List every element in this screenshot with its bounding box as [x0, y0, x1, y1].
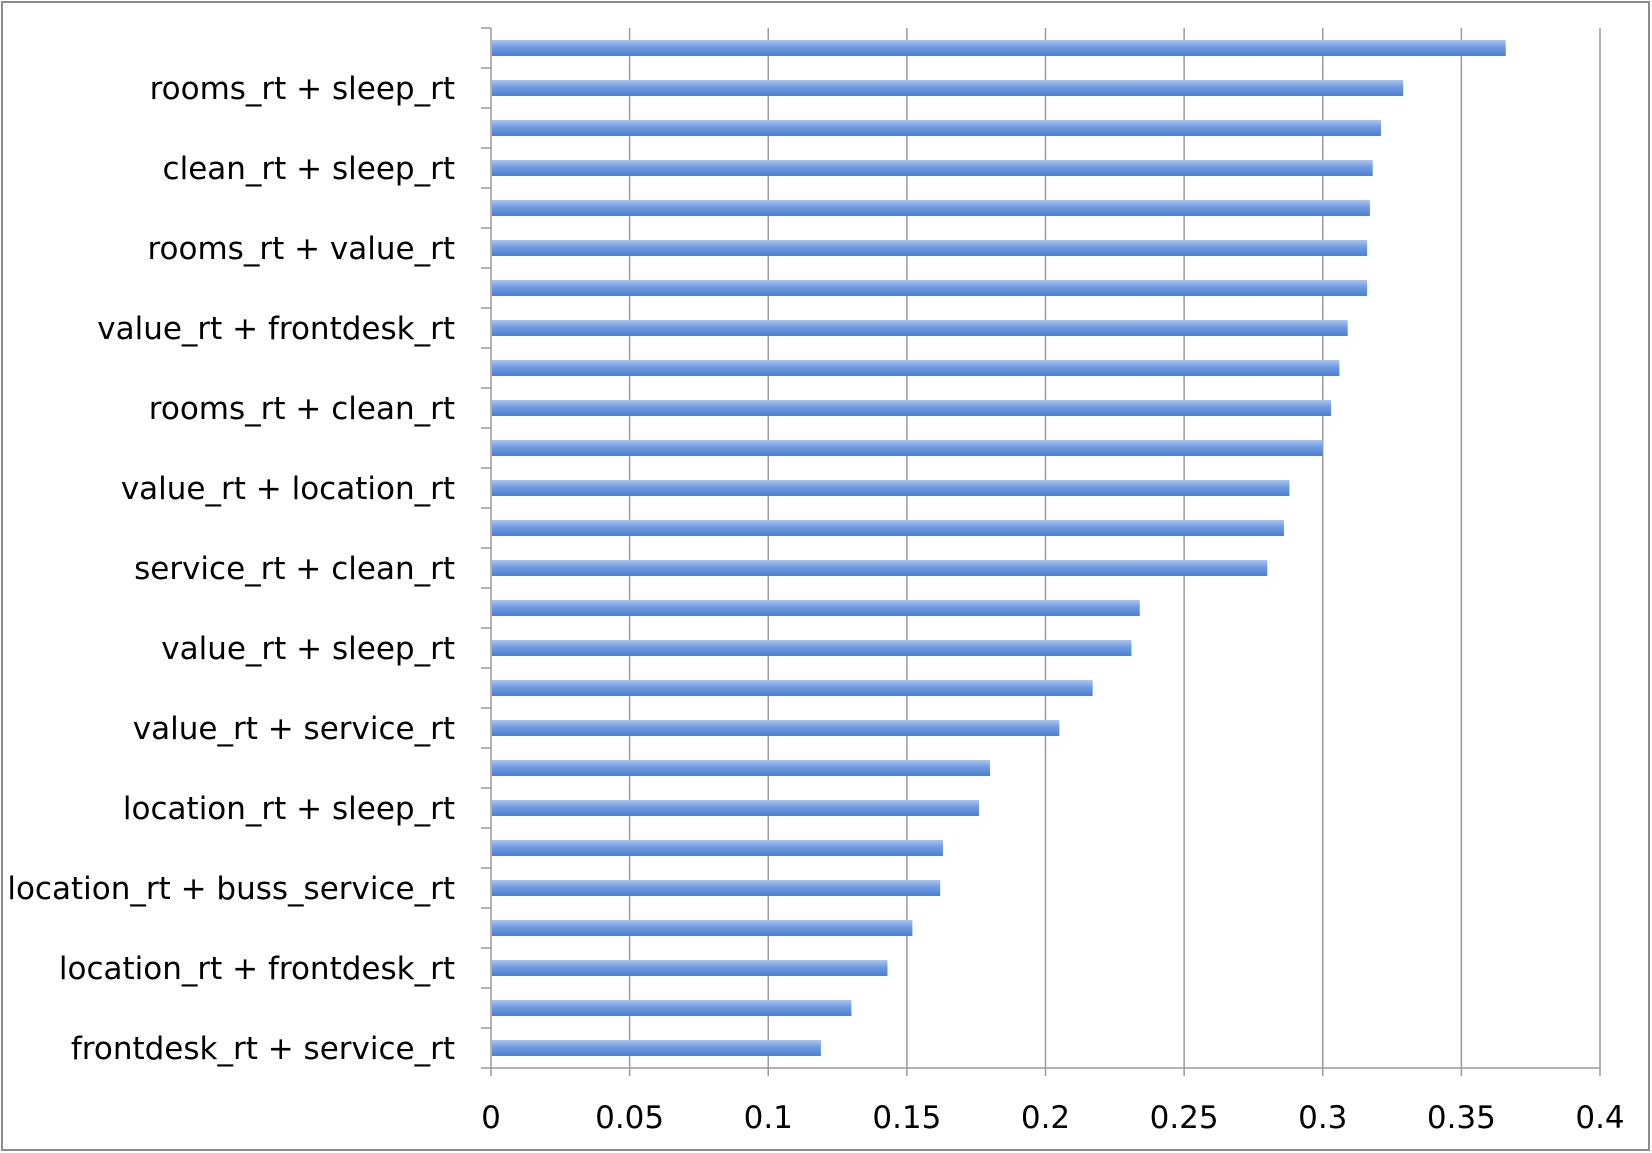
category-label: rooms_rt + value_rt — [147, 231, 455, 267]
category-label: service_rt + clean_rt — [134, 551, 455, 587]
category-label: value_rt + frontdesk_rt — [97, 311, 455, 347]
bar — [492, 1000, 852, 1016]
category-label: location_rt + frontdesk_rt — [59, 951, 455, 987]
bar — [492, 800, 979, 816]
x-tick-label: 0.15 — [872, 1100, 941, 1136]
bar — [492, 240, 1368, 256]
bar — [492, 640, 1132, 656]
bar — [492, 160, 1373, 176]
category-label: value_rt + service_rt — [133, 711, 455, 747]
x-tick-labels: 0 0.05 0.1 0.15 0.2 0.25 0.3 0.35 0.4 — [481, 1100, 1625, 1136]
category-labels: rooms_rt + sleep_rt clean_rt + sleep_rtro… — [7, 71, 455, 1067]
bar — [492, 920, 913, 936]
bar — [492, 480, 1290, 496]
category-label: clean_rt + sleep_rt — [163, 151, 455, 187]
x-tick-label: 0.2 — [1021, 1100, 1070, 1136]
category-label: frontdesk_rt + service_rt — [71, 1031, 455, 1067]
bar — [492, 880, 941, 896]
bar — [492, 840, 943, 856]
bar — [492, 40, 1506, 56]
bar — [492, 1040, 821, 1056]
category-label: location_rt + sleep_rt — [123, 791, 455, 827]
bar — [492, 960, 888, 976]
category-label: rooms_rt + clean_rt — [149, 391, 455, 427]
bar — [492, 400, 1332, 416]
category-label: location_rt + buss_service_rt — [7, 871, 455, 907]
bar — [492, 680, 1093, 696]
category-label: value_rt + sleep_rt — [161, 631, 455, 667]
bar — [492, 560, 1268, 576]
x-tick-label: 0 — [481, 1100, 501, 1136]
bar — [492, 200, 1370, 216]
bar — [492, 320, 1348, 336]
bar — [492, 520, 1284, 536]
category-label: value_rt + location_rt — [121, 471, 455, 507]
bar — [492, 120, 1381, 136]
category-label: rooms_rt + sleep_rt — [150, 71, 455, 107]
bar — [492, 360, 1340, 376]
bar — [492, 80, 1404, 96]
bar — [492, 440, 1323, 456]
x-tick-label: 0.4 — [1575, 1100, 1624, 1136]
x-tick-label: 0.25 — [1150, 1100, 1219, 1136]
bars — [492, 40, 1506, 1056]
bar — [492, 280, 1368, 296]
x-tick-label: 0.1 — [744, 1100, 793, 1136]
bar — [492, 600, 1140, 616]
x-tick-label: 0.3 — [1298, 1100, 1347, 1136]
x-tick-label: 0.35 — [1427, 1100, 1496, 1136]
bar — [492, 760, 991, 776]
bar — [492, 720, 1060, 736]
axes — [481, 27, 1600, 1069]
x-tick-label: 0.05 — [595, 1100, 664, 1136]
